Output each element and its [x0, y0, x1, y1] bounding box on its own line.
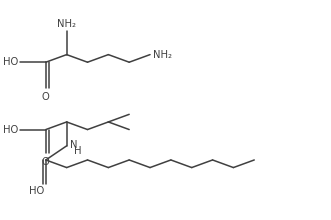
Text: HO: HO [29, 187, 44, 196]
Text: HO: HO [3, 125, 19, 135]
Text: O: O [42, 157, 50, 167]
Text: N: N [70, 140, 77, 150]
Text: H: H [74, 147, 81, 156]
Text: NH₂: NH₂ [153, 50, 172, 60]
Text: NH₂: NH₂ [57, 18, 76, 29]
Text: O: O [42, 92, 50, 102]
Text: HO: HO [3, 57, 19, 67]
